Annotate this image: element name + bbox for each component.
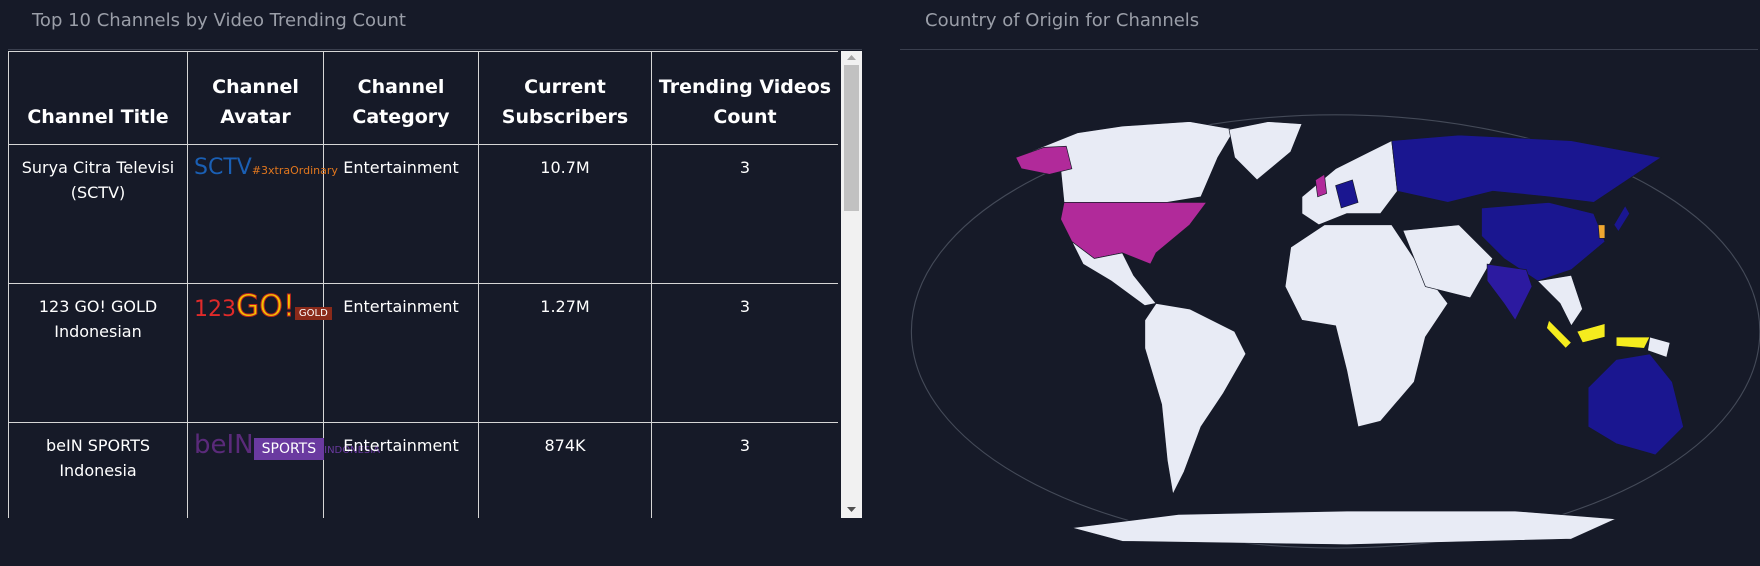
panel-title: Top 10 Channels by Video Trending Count — [32, 10, 406, 31]
scrollbar[interactable] — [841, 51, 862, 518]
scroll-down[interactable] — [847, 507, 856, 512]
avatar-text: #3xtraOrdinary — [251, 164, 338, 177]
header-row: Channel Title Channel Avatar Channel Categ… — [8, 51, 838, 145]
avatar-image: SCTV#3xtraOrdinary — [194, 155, 338, 183]
avatar-text: GO! — [236, 289, 296, 324]
column-header: Channel Category — [323, 51, 479, 145]
column-header: Channel Avatar — [187, 51, 324, 145]
table-row: beIN SPORTS Indonesia beIN SPORTS INDONESIA… — [8, 422, 838, 518]
channel-title: beIN SPORTS Indonesia — [8, 422, 188, 518]
channel-avatar: SCTV#3xtraOrdinary — [187, 144, 338, 284]
country — [1486, 263, 1533, 321]
avatar-text: 123 — [194, 297, 236, 322]
channel-title: 123 GO! GOLD Indonesian — [8, 283, 188, 423]
country — [1587, 353, 1684, 456]
channel-avatar: beIN SPORTS INDONESIA — [187, 422, 380, 518]
country — [1597, 224, 1606, 239]
country — [1071, 510, 1617, 546]
country — [1060, 202, 1208, 265]
country — [1284, 224, 1449, 428]
table-row: 123 GO! GOLD Indonesian 123GO! GOLD Enterta… — [8, 283, 838, 423]
country — [1144, 303, 1247, 496]
avatar-text: beIN — [194, 430, 254, 460]
channel-avatar: 123GO! GOLD — [187, 283, 332, 423]
column-header: Channel Title — [8, 51, 188, 145]
trending-count: 3 — [651, 422, 838, 518]
avatar-text: GOLD — [294, 307, 332, 320]
divider — [8, 49, 862, 50]
country — [1613, 205, 1631, 233]
country — [1615, 336, 1651, 349]
country — [1576, 323, 1606, 344]
trending-count: 3 — [651, 144, 838, 284]
country — [1315, 173, 1327, 198]
channel-title: Surya Citra Televisi (SCTV) — [8, 144, 188, 284]
channel-category: Entertainment — [323, 144, 479, 284]
scroll-arrows — [847, 55, 856, 512]
country — [1647, 336, 1671, 358]
table-container: Channel Title Channel Avatar Channel Categ… — [8, 51, 838, 518]
divider — [900, 49, 1758, 50]
avatar-image: 123GO! GOLD — [194, 291, 332, 326]
avatar-image: beIN SPORTS INDONESIA — [194, 430, 380, 463]
scroll-up[interactable] — [847, 55, 856, 60]
subscribers: 874K — [478, 422, 652, 518]
channel-table: Channel Title Channel Avatar Channel Categ… — [8, 51, 838, 518]
table-body: Surya Citra Televisi (SCTV) SCTV#3xtraOrd… — [8, 144, 838, 518]
table-row: Surya Citra Televisi (SCTV) SCTV#3xtraOrd… — [8, 144, 838, 284]
column-header: Trending Videos Count — [651, 51, 838, 145]
country — [1546, 319, 1572, 349]
country — [1481, 202, 1606, 282]
channel-category: Entertainment — [323, 283, 479, 423]
country — [1015, 145, 1073, 175]
country — [1402, 224, 1494, 299]
country — [1228, 121, 1303, 181]
country — [1536, 274, 1583, 327]
channel-category: Entertainment — [323, 422, 479, 518]
column-header: Current Subscribers — [478, 51, 652, 145]
subscribers: 10.7M — [478, 144, 652, 284]
subscribers: 1.27M — [478, 283, 652, 423]
country — [1335, 179, 1359, 209]
trending-count: 3 — [651, 283, 838, 423]
country — [1391, 134, 1662, 203]
scroll-thumb[interactable] — [844, 65, 859, 211]
panel-title: Country of Origin for Channels — [925, 10, 1200, 31]
avatar-text: SPORTS — [253, 438, 325, 460]
world-map — [910, 114, 1760, 549]
avatar-text: SCTV — [194, 155, 252, 180]
